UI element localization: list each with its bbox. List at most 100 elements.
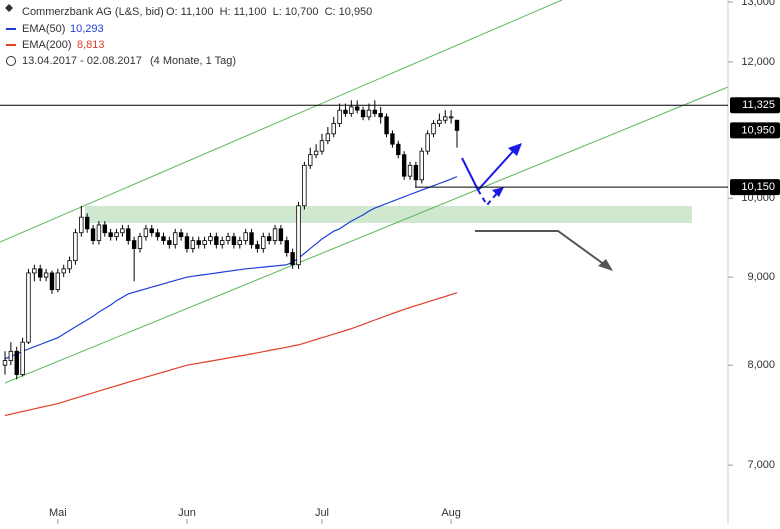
legend: Commerzbank AG (L&S, bid) O: 11,100 H: 1… — [5, 4, 372, 67]
candle-body — [184, 236, 190, 249]
legend-range: 13.04.2017 - 02.08.2017 — [22, 55, 142, 67]
candle-body — [38, 268, 43, 278]
candle-body — [2, 360, 8, 366]
candle-body — [167, 240, 172, 245]
arrow-head — [508, 143, 522, 156]
candle-body — [354, 106, 360, 111]
candle-body — [120, 228, 125, 234]
candle-body — [67, 260, 72, 270]
candle-body — [413, 164, 419, 181]
candle-body — [131, 240, 137, 249]
legend-label: EMA(200) — [22, 39, 72, 51]
candle-body — [84, 216, 90, 230]
candle-body — [173, 232, 178, 245]
candle-body — [8, 350, 14, 361]
candle-body — [114, 232, 119, 238]
y-tick-label: 7,000 — [747, 459, 775, 471]
x-tick-label: Jul — [315, 507, 329, 519]
candle-body — [290, 252, 295, 266]
channel-lower — [4, 86, 729, 384]
candle-body — [272, 228, 278, 241]
candle-body — [96, 224, 102, 241]
candle-body — [384, 116, 389, 135]
channel-upper — [0, 0, 563, 243]
candle-body — [325, 133, 331, 142]
candle-body — [431, 123, 436, 135]
candle-body — [390, 133, 395, 145]
candle-body — [178, 232, 184, 238]
x-tick-label: Mai — [49, 507, 67, 519]
level-label: 10,150 — [741, 181, 775, 193]
candle-body — [319, 140, 325, 152]
ema-line — [4, 292, 458, 417]
candle-body — [437, 119, 442, 124]
candle-body — [448, 116, 454, 119]
x-tick-label: Aug — [441, 507, 461, 519]
candle-body — [443, 116, 448, 121]
arrow-up — [477, 147, 517, 191]
icon — [6, 56, 16, 66]
legend-value: 10,293 — [70, 23, 104, 35]
y-tick-label: 10,000 — [741, 192, 775, 204]
candle-body — [454, 119, 460, 131]
candle-body — [237, 240, 242, 245]
candle-body — [190, 240, 196, 249]
candle-body — [202, 240, 207, 245]
support-zone — [85, 206, 692, 223]
y-tick-label: 8,000 — [747, 359, 775, 371]
arrow-alt — [477, 189, 499, 207]
candle-body — [266, 236, 272, 241]
candle-body — [278, 228, 284, 241]
candle-body — [419, 150, 424, 181]
candle-body — [61, 268, 66, 274]
candle-body — [343, 109, 348, 114]
arrow-down — [461, 157, 479, 191]
candle-body — [137, 236, 143, 249]
candle-body — [55, 272, 61, 291]
candle-body — [308, 154, 313, 166]
candle-body — [43, 272, 49, 278]
last-price-box — [730, 122, 780, 139]
legend-value: 8,813 — [77, 39, 105, 51]
candle-body — [261, 236, 266, 249]
candle-body — [425, 133, 430, 152]
candle-body — [143, 228, 149, 238]
candle-body — [196, 240, 201, 245]
candle-body — [349, 106, 354, 114]
ema-line — [4, 176, 458, 360]
candle-body — [32, 268, 37, 274]
candle-body — [296, 205, 301, 266]
candle-body — [360, 109, 366, 118]
candle-body — [219, 240, 225, 245]
candle-body — [302, 164, 307, 207]
legend-ohlc: O: 11,100 H: 11,100 L: 10,700 C: 10,950 — [166, 6, 372, 18]
candle-body — [90, 228, 96, 241]
arrow-head — [492, 187, 504, 197]
candle-body — [126, 228, 131, 241]
candle-body — [149, 228, 154, 234]
x-tick-label: Jun — [178, 507, 196, 519]
legend-duration: (4 Monate, 1 Tag) — [150, 55, 236, 67]
candle-body — [372, 109, 378, 114]
last-price-label: 10,950 — [741, 124, 775, 136]
candle-body — [231, 236, 237, 245]
candle-body — [366, 109, 372, 118]
candle-body — [161, 236, 166, 241]
candle-body — [26, 272, 31, 343]
y-tick-label: 13,000 — [741, 0, 775, 8]
level-box — [730, 179, 780, 196]
candle-body — [14, 350, 19, 376]
candle-body — [102, 224, 107, 234]
candle-body — [249, 232, 254, 245]
candle-body — [284, 240, 289, 253]
candle-body — [255, 244, 260, 249]
level-box — [730, 97, 780, 114]
candle-body — [331, 123, 336, 135]
arrow-head — [598, 259, 613, 271]
candle-body — [208, 236, 213, 241]
candle-body — [225, 236, 231, 241]
legend-title: Commerzbank AG (L&S, bid) — [22, 6, 164, 18]
candle-body — [214, 236, 219, 245]
